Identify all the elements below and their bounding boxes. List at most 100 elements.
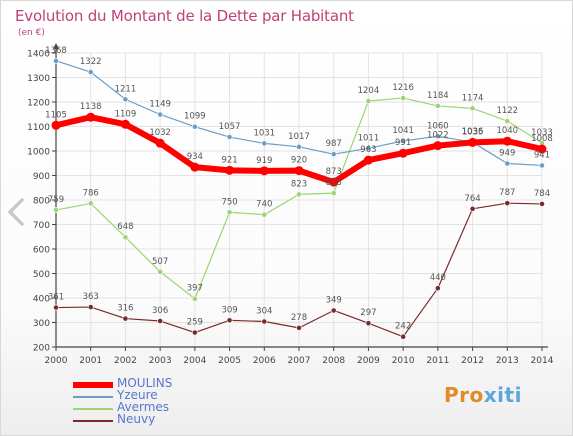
data-label: 1204	[358, 86, 380, 96]
legend-label: Avermes	[117, 400, 170, 414]
y-tick-label: 800	[33, 197, 50, 207]
y-tick-label: 400	[33, 295, 50, 305]
data-label: 920	[291, 156, 307, 166]
data-point	[261, 211, 268, 218]
data-label: 1368	[45, 46, 67, 56]
data-label: 1211	[115, 84, 137, 94]
data-point	[468, 137, 478, 147]
data-label: 1099	[184, 112, 206, 122]
data-point	[504, 160, 511, 167]
data-point	[365, 320, 372, 327]
data-label: 648	[117, 222, 133, 232]
data-label: 1035	[462, 127, 484, 137]
data-label: 304	[256, 307, 272, 317]
data-label: 309	[221, 305, 237, 315]
logo-part-2: xiti	[483, 383, 522, 407]
data-label: 1033	[531, 128, 553, 138]
data-point	[365, 145, 372, 152]
chevron-left-icon	[6, 196, 26, 228]
y-tick-label: 500	[33, 270, 50, 280]
data-label: 397	[187, 284, 203, 294]
legend-swatch	[73, 408, 113, 410]
data-label: 991	[395, 138, 411, 148]
data-label: 1041	[392, 126, 414, 136]
data-point	[53, 57, 59, 64]
data-point	[296, 324, 302, 331]
x-tick-label: 2006	[253, 356, 276, 366]
legend-label: Yzeure	[117, 388, 158, 402]
data-label: 1174	[462, 93, 484, 103]
data-label: 1036	[462, 127, 484, 137]
data-point	[400, 333, 407, 340]
data-label: 750	[221, 197, 237, 207]
data-point	[296, 143, 302, 150]
proxiti-logo: Proxiti	[444, 383, 522, 407]
x-tick-label: 2012	[461, 356, 484, 366]
data-label: 987	[326, 139, 342, 149]
x-tick-label: 2007	[288, 356, 311, 366]
data-point	[504, 118, 511, 125]
y-tick-label: 900	[33, 172, 50, 182]
data-point	[469, 105, 476, 112]
y-tick-label: 300	[33, 319, 50, 329]
data-label: 740	[256, 200, 272, 210]
data-label: 784	[534, 189, 550, 199]
data-label: 1322	[80, 57, 102, 67]
data-point	[330, 307, 337, 314]
data-label: 786	[83, 188, 99, 198]
x-tick-label: 2011	[426, 356, 449, 366]
chart-unit: (en €)	[18, 28, 45, 38]
y-axis-arrow	[53, 43, 59, 49]
data-point	[87, 304, 94, 310]
data-label: 507	[152, 257, 168, 267]
legend-label: MOULINS	[117, 376, 173, 390]
data-label: 259	[187, 318, 203, 328]
data-point	[122, 96, 129, 103]
data-label: 941	[534, 150, 550, 160]
y-tick-label: 1400	[27, 50, 50, 60]
data-point	[225, 165, 235, 175]
x-tick-label: 2014	[531, 356, 554, 366]
y-tick-label: 1200	[27, 99, 50, 109]
data-label: 1122	[496, 106, 518, 116]
data-label: 242	[395, 322, 411, 332]
data-point	[261, 140, 268, 147]
data-point	[539, 201, 545, 207]
data-point	[469, 205, 476, 212]
data-label: 297	[360, 308, 376, 318]
data-label: 1138	[80, 102, 102, 112]
data-label: 1109	[115, 109, 137, 119]
data-point	[226, 209, 233, 216]
x-tick-label: 2009	[357, 356, 380, 366]
chart-title: Evolution du Montant de la Dette par Hab…	[15, 7, 354, 25]
data-point	[53, 304, 59, 311]
x-tick-label: 2001	[79, 356, 102, 366]
data-point	[191, 123, 198, 130]
data-point	[434, 103, 441, 109]
data-point	[157, 111, 164, 118]
data-label: 934	[187, 152, 203, 162]
data-point	[537, 144, 547, 154]
data-point	[51, 120, 61, 130]
data-point	[86, 112, 96, 122]
data-point	[122, 315, 129, 322]
data-label: 1022	[427, 131, 449, 141]
data-label: 363	[83, 292, 99, 302]
data-label: 1017	[288, 132, 310, 142]
data-label: 921	[221, 155, 237, 165]
data-point	[400, 138, 407, 144]
previous-chart-button[interactable]	[4, 196, 30, 228]
data-point	[190, 162, 200, 172]
logo-part-1: Pro	[444, 383, 484, 407]
data-point	[157, 318, 164, 324]
data-label: 1057	[219, 122, 241, 132]
y-tick-label: 200	[33, 344, 50, 354]
data-label: 919	[256, 156, 272, 166]
data-label: 787	[499, 188, 515, 198]
data-label: 278	[291, 313, 307, 323]
data-point	[259, 166, 269, 176]
x-tick-label: 2003	[149, 356, 172, 366]
data-point	[434, 285, 441, 292]
data-label: 1031	[253, 128, 275, 138]
